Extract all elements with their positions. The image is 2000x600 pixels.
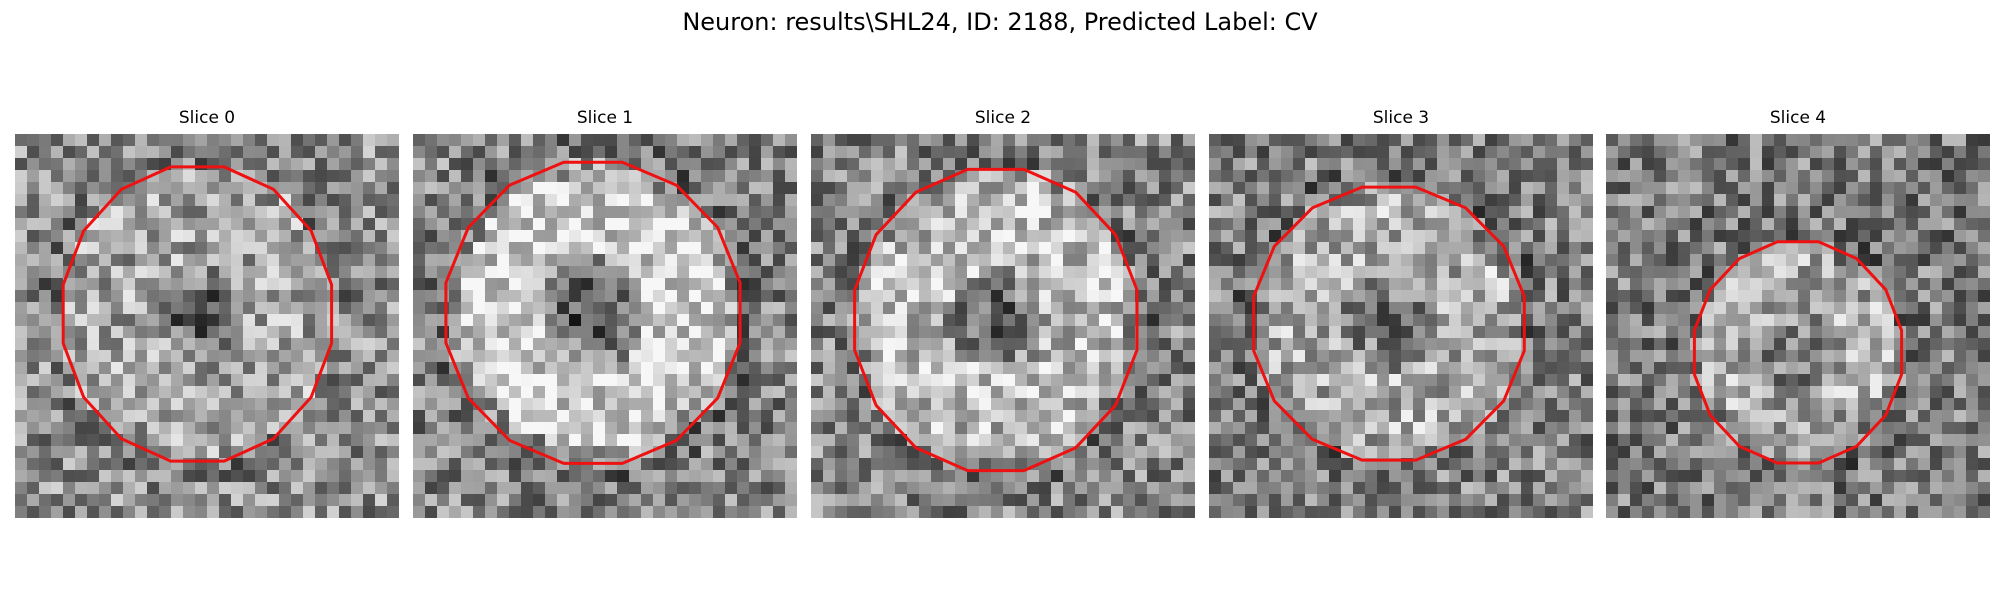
- slice-title-1: Slice 1: [413, 108, 797, 128]
- slice-image-4: [1606, 134, 1990, 518]
- figure-title: Neuron: results\SHL24, ID: 2188, Predict…: [0, 8, 2000, 36]
- slice-image-0: [15, 134, 399, 518]
- slice-pixels-4: [1606, 134, 1990, 518]
- slice-image-1: [413, 134, 797, 518]
- slice-image-2: [811, 134, 1195, 518]
- slice-title-3: Slice 3: [1209, 108, 1593, 128]
- slice-title-0: Slice 0: [15, 108, 399, 128]
- slice-image-3: [1209, 134, 1593, 518]
- slice-title-2: Slice 2: [811, 108, 1195, 128]
- slice-title-4: Slice 4: [1606, 108, 1990, 128]
